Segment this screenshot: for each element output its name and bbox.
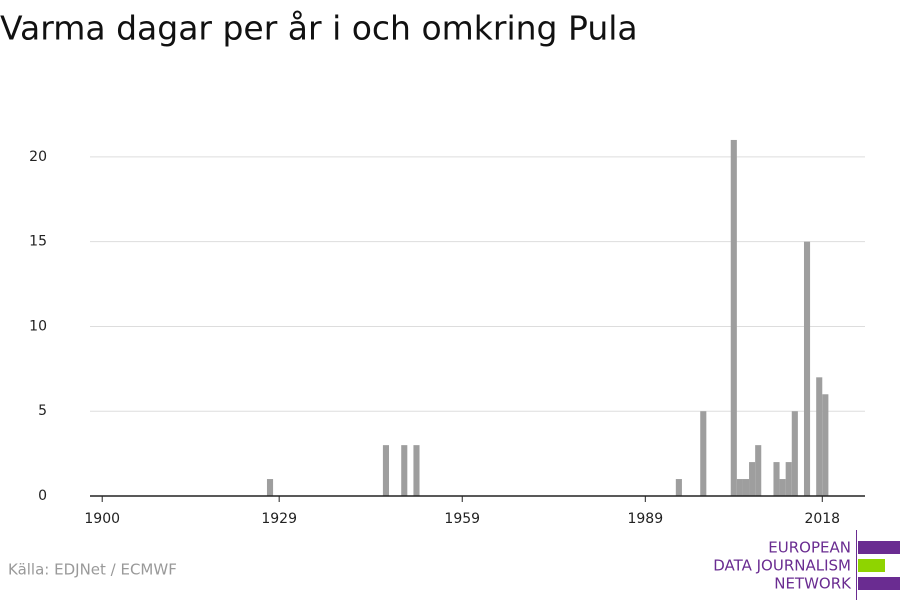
bar: [742, 479, 750, 496]
bar: [675, 479, 682, 496]
bar: [803, 241, 811, 496]
y-tick-label: 5: [38, 403, 47, 419]
bar: [730, 139, 737, 497]
y-tick-label: 10: [29, 318, 47, 334]
x-tick-label: 2018: [804, 511, 840, 527]
bar: [755, 445, 762, 496]
bar: [700, 411, 707, 496]
y-tick-label: 0: [38, 488, 47, 504]
chart-title: Varma dagar per år i och omkring Pula: [0, 9, 638, 48]
bar: [749, 462, 756, 496]
bar: [413, 445, 420, 496]
logo-text: EUROPEAN: [768, 539, 851, 557]
y-tick-label: 15: [29, 234, 47, 250]
y-tick-label: 20: [29, 149, 47, 165]
logo: EUROPEAN DATA JOURNALISM NETWORK: [713, 530, 900, 600]
logo-text: DATA JOURNALISM: [713, 557, 851, 575]
logo-text: NETWORK: [774, 575, 852, 593]
bar: [816, 377, 823, 496]
bar: [785, 462, 792, 496]
x-tick-label: 1929: [261, 511, 297, 527]
logo-bar: [858, 541, 900, 554]
logo-bar: [858, 559, 885, 572]
bar: [266, 479, 274, 496]
source: Källa: EDJNet / ECMWF: [8, 561, 177, 579]
bar: [773, 462, 780, 496]
bar: [382, 445, 390, 496]
bar: [736, 479, 743, 496]
bar: [822, 394, 829, 496]
logo-bar: [858, 577, 900, 590]
bar: [401, 445, 408, 496]
bar: [779, 479, 786, 496]
bar: [791, 411, 798, 496]
x-tick-label: 1989: [627, 511, 663, 527]
x-tick-label: 1959: [444, 511, 480, 527]
x-tick-label: 1900: [84, 511, 120, 527]
